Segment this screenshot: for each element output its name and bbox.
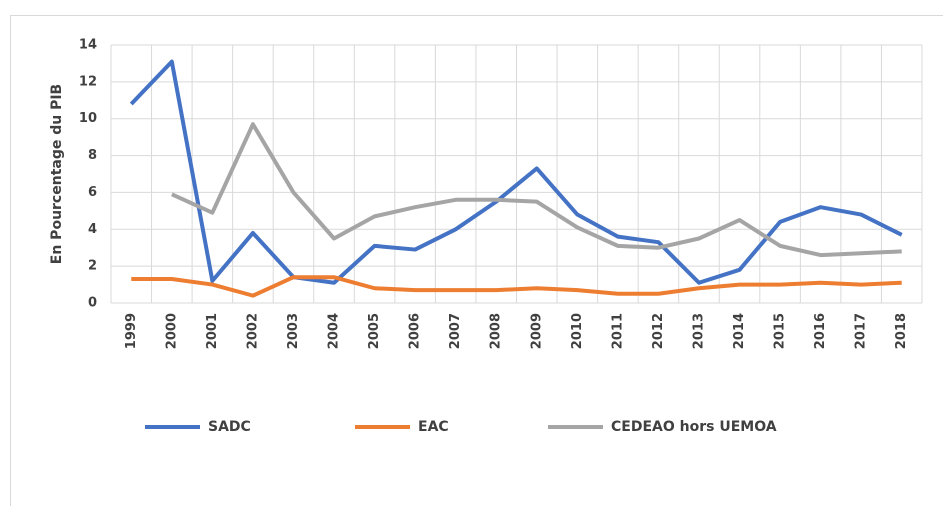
- y-tick-label: 12: [79, 74, 97, 89]
- x-tick-label: 2012: [651, 313, 666, 349]
- legend-label: CEDEAO hors UEMOA: [611, 419, 777, 435]
- x-tick-label: 1999: [124, 313, 139, 349]
- x-tick-label: 2001: [205, 313, 220, 349]
- x-tick-label: 2007: [448, 313, 463, 349]
- y-tick-label: 6: [88, 185, 97, 200]
- x-tick-label: 2017: [854, 313, 869, 349]
- legend-label: EAC: [418, 419, 449, 435]
- x-tick-label: 2003: [286, 313, 301, 349]
- series-line: [131, 275, 902, 298]
- x-tick-label: 2000: [164, 313, 179, 349]
- x-tick-label: 2005: [367, 313, 382, 349]
- x-tick-label: 2002: [245, 313, 260, 349]
- y-tick-label: 10: [79, 111, 97, 126]
- x-tick-label: 2004: [327, 313, 342, 349]
- series-line: [170, 122, 902, 258]
- chart-frame: [10, 15, 943, 506]
- y-tick-label: 14: [79, 38, 97, 53]
- x-tick-label: 2008: [489, 313, 504, 349]
- y-tick-label: 2: [88, 259, 97, 274]
- y-tick-label: 4: [88, 222, 97, 237]
- y-axis-label: En Pourcentage du PIB: [49, 84, 65, 264]
- x-tick-label: 2018: [894, 313, 909, 349]
- x-tick-label: 2016: [813, 313, 828, 349]
- x-tick-label: 2009: [529, 313, 544, 349]
- x-tick-label: 2011: [610, 313, 625, 349]
- y-tick-label: 0: [88, 296, 97, 311]
- x-tick-label: 2015: [773, 313, 788, 349]
- y-tick-label: 8: [88, 148, 97, 163]
- x-tick-label: 2006: [408, 313, 423, 349]
- x-tick-label: 2014: [732, 313, 747, 349]
- series-line: [129, 59, 903, 285]
- legend-label: SADC: [208, 419, 251, 435]
- x-tick-label: 2010: [570, 313, 585, 349]
- x-tick-label: 2013: [691, 313, 706, 349]
